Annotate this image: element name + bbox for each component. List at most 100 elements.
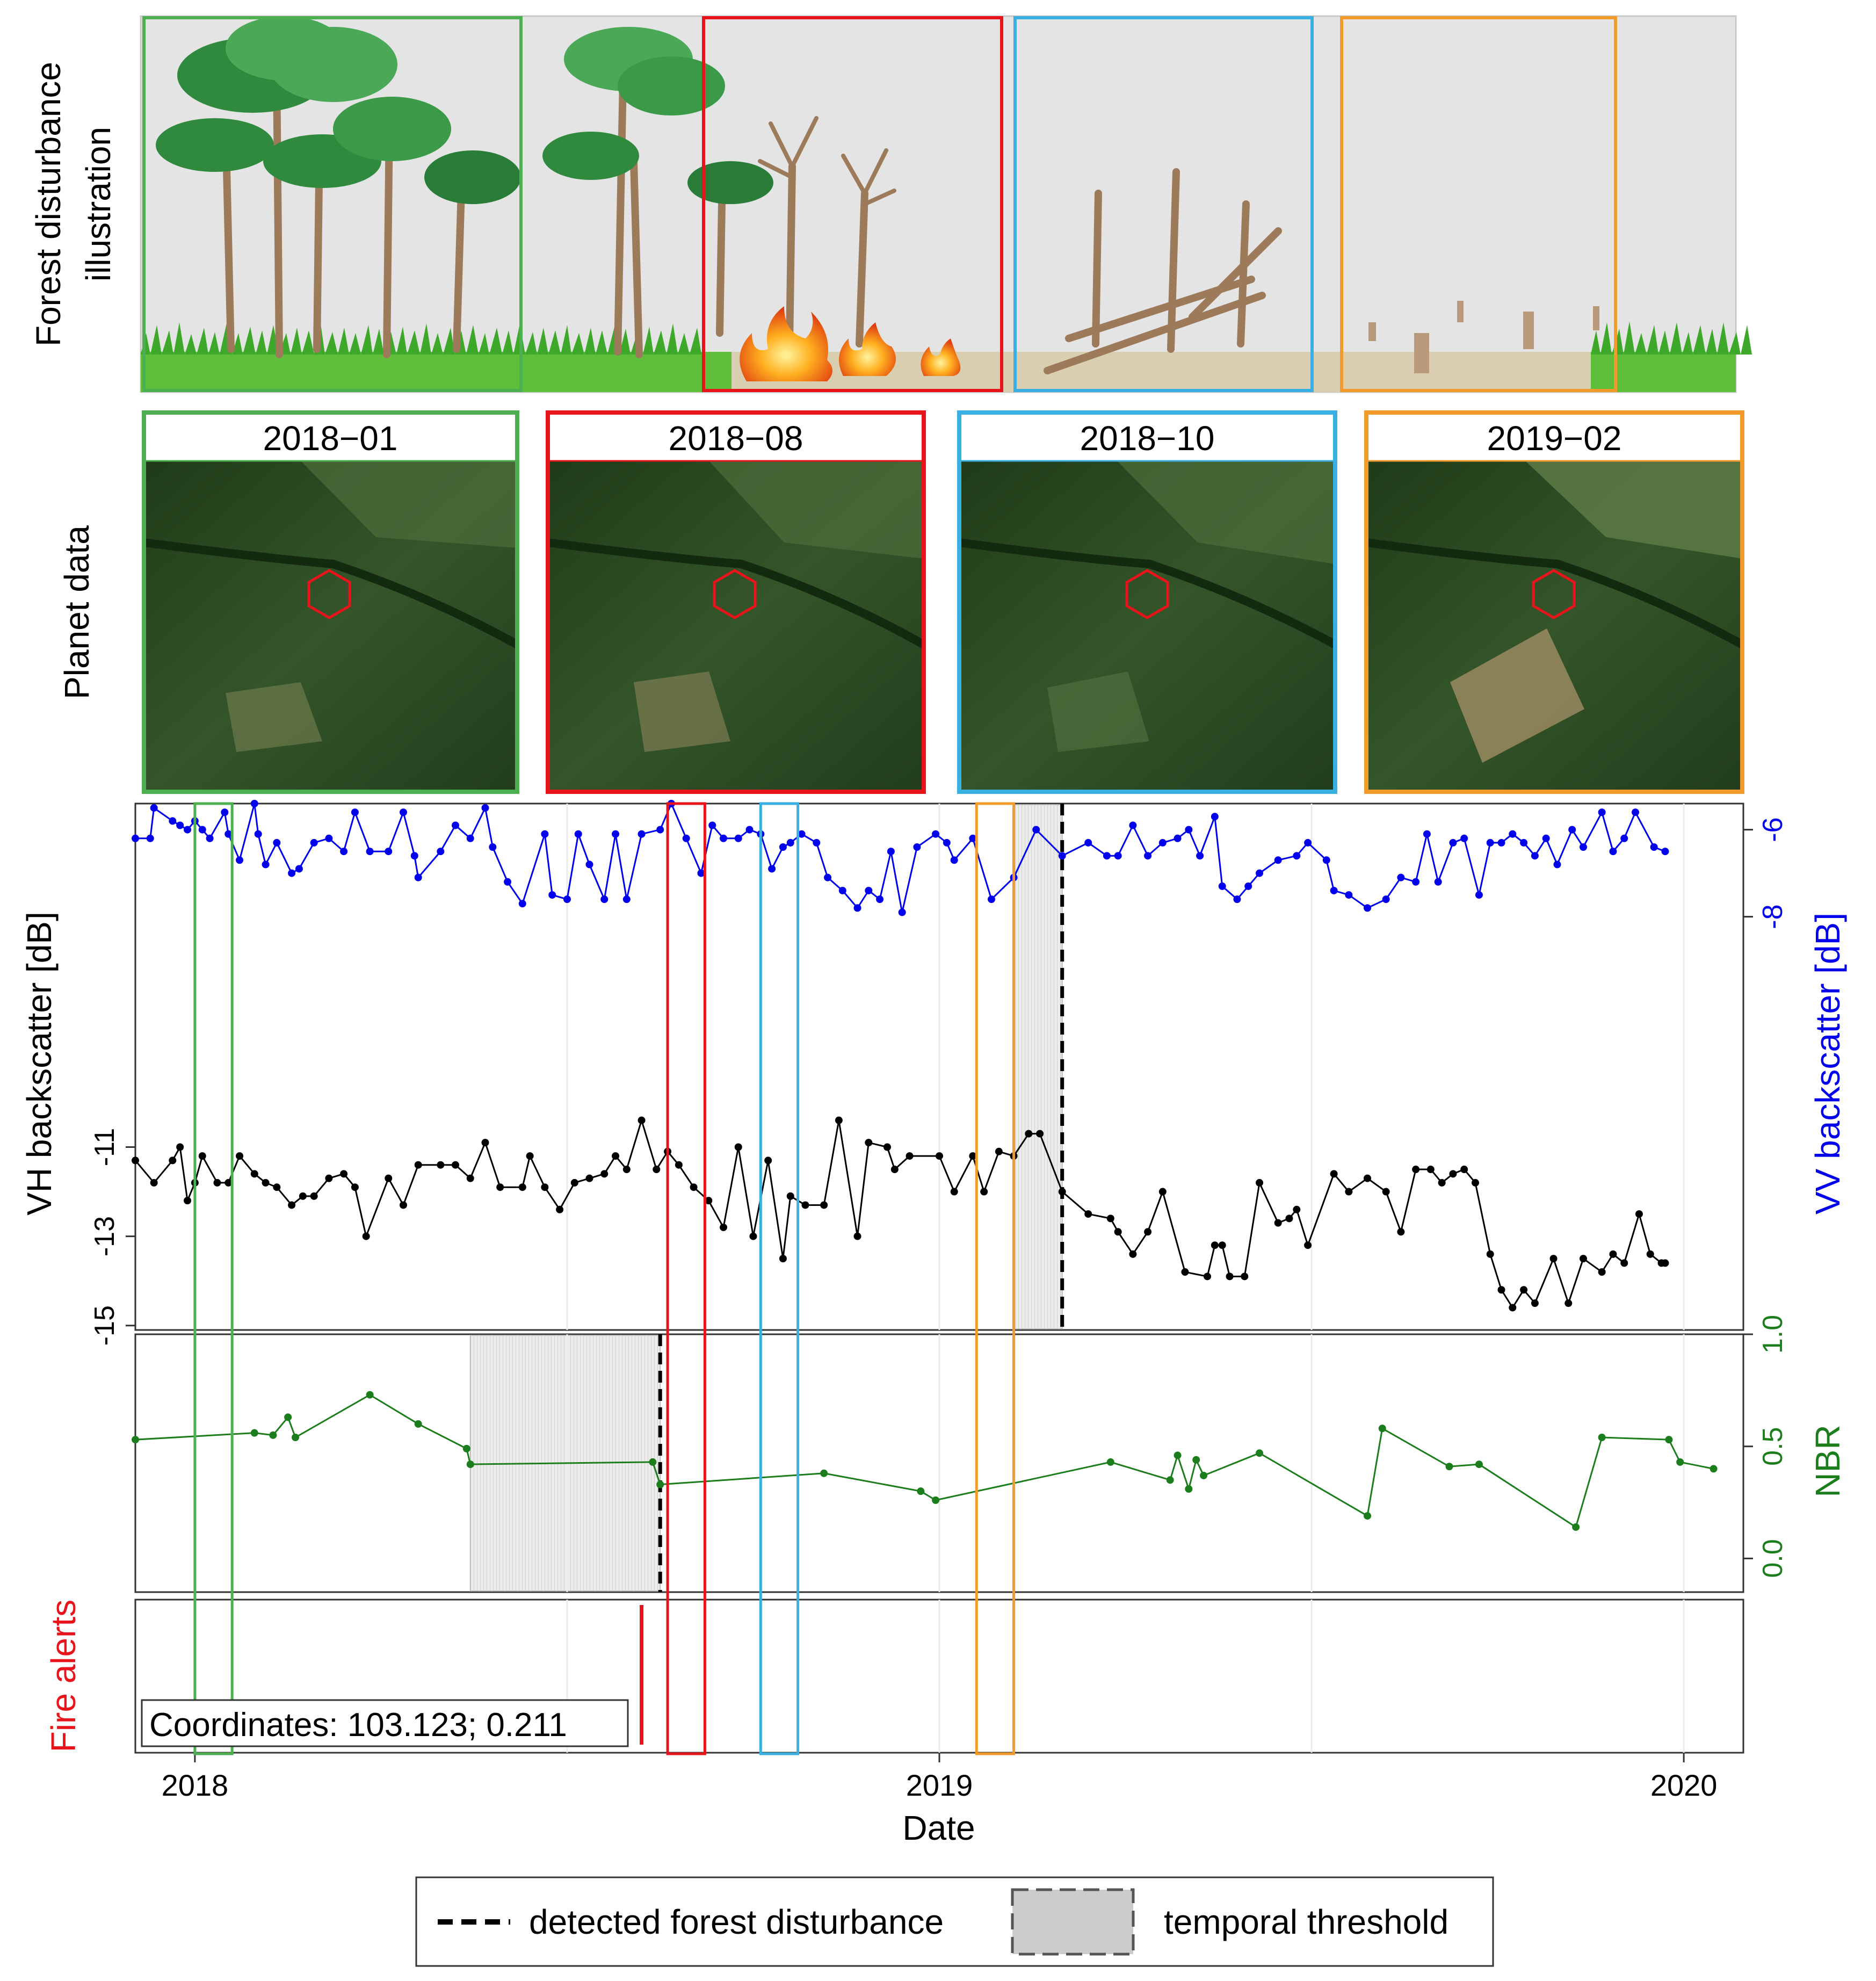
vv-point	[697, 869, 705, 877]
vh-point	[786, 1192, 794, 1200]
vh-point	[132, 1156, 139, 1165]
vh-point	[224, 1179, 233, 1187]
vv-point	[1084, 838, 1092, 847]
vv-point	[898, 908, 906, 916]
nbr-point	[1192, 1456, 1200, 1464]
vh-point	[1241, 1273, 1249, 1281]
vv-point	[548, 891, 556, 899]
vv-point	[786, 838, 794, 847]
vh-point	[1144, 1228, 1152, 1236]
vv-point	[1345, 891, 1353, 899]
vv-point	[1449, 838, 1457, 847]
vh-point	[936, 1152, 943, 1160]
vv-point	[853, 904, 861, 912]
vv-point	[1423, 830, 1431, 838]
vh-point	[452, 1161, 460, 1169]
vh-point	[1330, 1170, 1338, 1178]
vh-point	[1114, 1228, 1122, 1236]
vh-point	[995, 1147, 1003, 1155]
vv-point	[798, 830, 806, 838]
vv-point	[1520, 838, 1528, 847]
vh-point	[299, 1192, 307, 1200]
planet-hexagon-2	[713, 569, 757, 619]
vv-point	[932, 830, 940, 838]
vh-point	[1293, 1205, 1301, 1213]
illustration-window-red	[702, 16, 1003, 392]
legend-threshold-swatch	[1011, 1888, 1135, 1956]
vh-point	[720, 1223, 728, 1231]
vh-point	[325, 1174, 333, 1182]
vv-point	[708, 821, 716, 829]
highlight-window-blue	[759, 802, 800, 1755]
vv-point	[1174, 834, 1182, 842]
planet-date-1: 2018−01	[263, 419, 398, 458]
vh-point	[1598, 1268, 1606, 1276]
forest-illustration	[140, 15, 1752, 393]
vv-point	[1144, 852, 1152, 860]
vv-point	[169, 817, 177, 825]
vv-point	[198, 826, 206, 834]
vv-point	[838, 886, 846, 894]
vh-point	[980, 1188, 988, 1196]
vv-point	[1553, 861, 1561, 869]
vh-point	[690, 1183, 698, 1191]
nbr-point	[1378, 1425, 1386, 1433]
vv-point	[1256, 869, 1264, 877]
axes-layer: -11 -13 -15 -6 -8 0.0 0.5 1.0 2018 2019 2020	[89, 817, 1788, 1802]
vh-point	[556, 1205, 564, 1213]
vh-point	[481, 1139, 489, 1147]
vh-point	[518, 1183, 526, 1191]
nbr-point	[1106, 1458, 1114, 1466]
nbr-point	[656, 1480, 664, 1488]
planet-hexagon-1	[307, 569, 351, 619]
vh-point	[1218, 1241, 1226, 1249]
vv-point	[1274, 856, 1282, 864]
vh-point	[1520, 1286, 1528, 1294]
x-tick-label: 2020	[1650, 1768, 1718, 1802]
vh-point	[1211, 1241, 1219, 1249]
vh-point	[705, 1197, 713, 1205]
highlight-windows-layer	[193, 802, 1016, 1755]
vh-axis-tick-label: -11	[89, 1128, 120, 1166]
vv-point	[887, 848, 895, 856]
vv-point	[1661, 848, 1669, 856]
vv-point	[1434, 878, 1442, 886]
vh-point	[362, 1232, 370, 1240]
vh-point	[526, 1152, 534, 1160]
vh-point	[801, 1201, 809, 1209]
vh-point	[1438, 1179, 1446, 1187]
nbr-point	[414, 1420, 422, 1428]
vh-point	[385, 1174, 393, 1182]
nbr-point	[292, 1434, 300, 1441]
nbr-point	[1200, 1471, 1208, 1479]
planet-frame-2	[546, 410, 926, 794]
vv-point	[1322, 856, 1330, 864]
vv-point	[1330, 886, 1338, 894]
vh-point	[400, 1201, 407, 1209]
vv-point	[779, 843, 787, 851]
planet-hexagon-4	[1532, 569, 1576, 619]
vh-point	[1486, 1250, 1494, 1258]
illustration-window-blue	[1013, 16, 1314, 392]
vv-point	[295, 865, 303, 873]
vh-point	[1084, 1210, 1092, 1218]
vv-point	[150, 804, 158, 812]
vh-point	[169, 1156, 177, 1165]
vh-point	[184, 1197, 192, 1205]
vv-point	[585, 861, 593, 869]
planet-hexagon-3	[1125, 569, 1169, 619]
vv-point	[1114, 852, 1122, 860]
vh-point	[653, 1166, 661, 1174]
vv-point	[1632, 808, 1640, 816]
vh-point	[466, 1174, 474, 1182]
planet-frame-4	[1364, 410, 1744, 794]
vh-point	[1531, 1299, 1539, 1307]
vv-point	[1244, 882, 1252, 890]
vv-point	[1211, 813, 1219, 821]
vv-point	[1650, 843, 1658, 851]
vh-point	[1449, 1170, 1457, 1178]
vv-point	[1620, 834, 1628, 842]
vh-point	[150, 1179, 158, 1187]
vv-point	[1579, 843, 1587, 851]
vv-point	[206, 834, 214, 842]
